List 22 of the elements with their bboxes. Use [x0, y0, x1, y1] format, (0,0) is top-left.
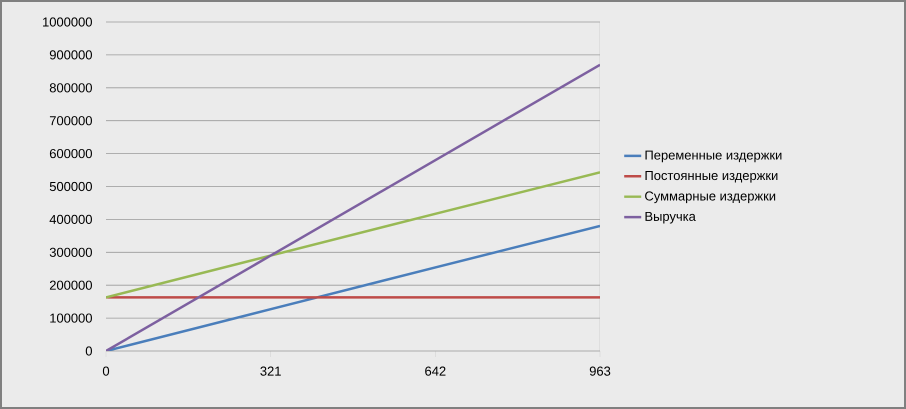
- line-series: [106, 64, 600, 351]
- y-tick-label: 1000000: [43, 17, 92, 27]
- y-tick-label: 300000: [50, 248, 92, 257]
- y-tick-label: 200000: [50, 280, 92, 290]
- y-tick-label: 400000: [50, 214, 92, 224]
- y-tick-label: 900000: [50, 50, 92, 60]
- legend-label: Постоянные издержки: [645, 171, 778, 183]
- y-tick-label: 100000: [50, 314, 92, 323]
- line-series: [106, 224, 600, 351]
- legend-label: Суммарные издержки: [645, 191, 776, 204]
- x-tick-label: 321: [260, 366, 281, 376]
- legend-label: Переменные издержки: [645, 150, 782, 162]
- x-tick-label: 963: [590, 366, 610, 376]
- y-tick-label: 0: [86, 346, 92, 356]
- y-tick-label: 800000: [50, 83, 92, 92]
- y-tick-label: 700000: [50, 116, 92, 126]
- y-tick-label: 500000: [50, 182, 92, 192]
- x-tick-label: 642: [425, 366, 446, 376]
- legend-label: Выручка: [646, 212, 696, 224]
- line-series: [106, 171, 600, 299]
- x-tick-label: 0: [102, 366, 110, 376]
- y-tick-label: 600000: [50, 149, 92, 158]
